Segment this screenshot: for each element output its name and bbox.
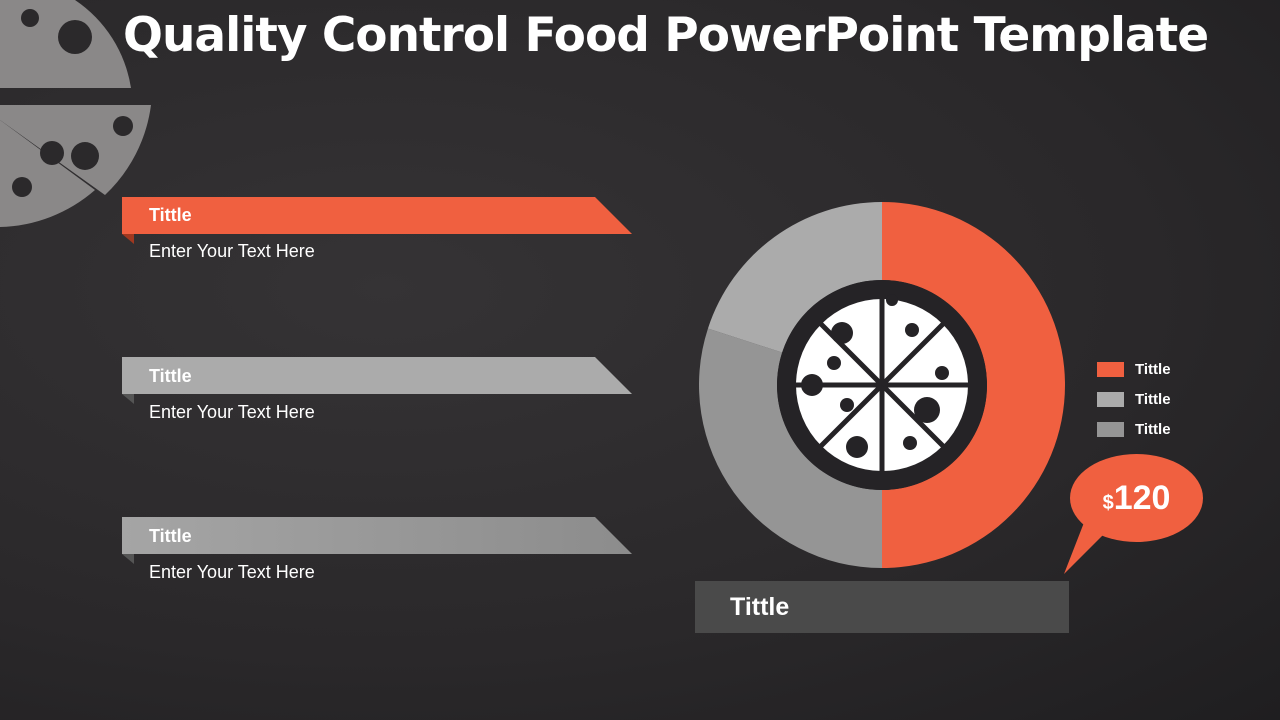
price-callout: $120	[1070, 454, 1203, 542]
item-bar-2	[122, 357, 632, 394]
legend-item: Tittle	[1097, 384, 1171, 414]
pizza-icon	[777, 280, 987, 490]
chart-title-box: Tittle	[695, 581, 1069, 633]
item-bar-1	[122, 197, 632, 234]
legend-item: Tittle	[1097, 414, 1171, 444]
donut-chart	[699, 202, 1065, 568]
currency-symbol: $	[1102, 491, 1114, 514]
donut-segment	[707, 202, 882, 353]
legend-label: Tittle	[1135, 390, 1171, 408]
item-fold-3	[122, 554, 134, 564]
legend-label: Tittle	[1135, 420, 1171, 438]
legend-label: Tittle	[1135, 360, 1171, 378]
page-title: Quality Control Food PowerPoint Template	[123, 8, 1209, 63]
item-title-3: Tittle	[149, 526, 192, 546]
price-value: 120	[1113, 478, 1171, 517]
legend-item: Tittle	[1097, 354, 1171, 384]
item-bar-3	[122, 517, 632, 554]
item-text-3: Enter Your Text Here	[149, 562, 315, 582]
legend-swatch	[1097, 361, 1124, 377]
legend-swatch	[1097, 421, 1124, 437]
item-fold-2	[122, 394, 134, 404]
donut-segment	[699, 328, 882, 568]
item-text-1: Enter Your Text Here	[149, 241, 315, 261]
item-fold-1	[122, 234, 134, 244]
legend-swatch	[1097, 391, 1124, 407]
chart-legend: Tittle Tittle Tittle	[1097, 354, 1171, 444]
item-title-1: Tittle	[149, 205, 192, 225]
donut-segment	[882, 202, 1065, 568]
pizza-slices-decoration	[0, 0, 151, 227]
item-text-2: Enter Your Text Here	[149, 402, 315, 422]
item-title-2: Tittle	[149, 366, 192, 386]
chart-title-label: Tittle	[730, 593, 790, 621]
